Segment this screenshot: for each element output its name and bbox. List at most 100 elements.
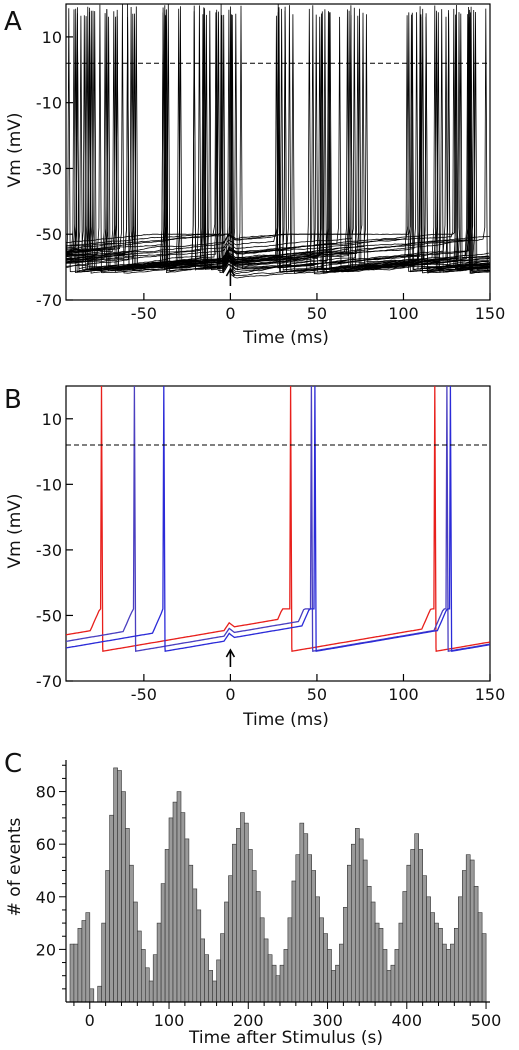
panel-c-bar bbox=[220, 933, 225, 1003]
panel-b-xtick-label: 50 bbox=[307, 685, 327, 704]
panel-c-bars bbox=[69, 767, 487, 1003]
panel-c-bar bbox=[168, 817, 174, 1003]
panel-c-bar bbox=[156, 922, 162, 1003]
panel-a-trace bbox=[66, 7, 490, 274]
panel-c-bar bbox=[457, 896, 463, 1003]
panel-c-ytick-label: 40 bbox=[36, 888, 56, 907]
panel-c-xtick-label: 300 bbox=[312, 1011, 343, 1030]
panel-a-trace bbox=[66, 8, 490, 270]
panel-c-bar bbox=[77, 927, 83, 1003]
panel-c-bar bbox=[184, 838, 190, 1003]
panel-a-xtick-label: 100 bbox=[388, 304, 419, 323]
panel-c-bar bbox=[453, 927, 459, 1003]
panel-c-bar bbox=[129, 864, 134, 1003]
panel-c-bar bbox=[319, 917, 324, 1003]
panel-c-bar bbox=[109, 814, 114, 1003]
panel-b-ytick-label: -30 bbox=[36, 541, 62, 560]
panel-c-bar bbox=[81, 920, 87, 1003]
panel-c-bar bbox=[469, 859, 475, 1003]
panel-c-bar bbox=[125, 828, 130, 1003]
panel-c-bar bbox=[232, 843, 237, 1003]
panel-b-ylabel: Vm (mV) bbox=[5, 493, 25, 568]
panel-c-bar bbox=[386, 970, 392, 1003]
panel-c-ytick-label: 20 bbox=[36, 940, 56, 959]
panel-c-bar bbox=[426, 896, 431, 1003]
panel-a-xlabel: Time (ms) bbox=[242, 328, 329, 348]
panel-c-bar bbox=[240, 812, 245, 1003]
panel-c-bar bbox=[343, 906, 348, 1003]
panel-c-bar bbox=[422, 875, 427, 1003]
panel-a-ytick-label: 10 bbox=[42, 28, 62, 47]
panel-c-bar bbox=[141, 949, 146, 1003]
panel-c-bar bbox=[121, 791, 126, 1003]
panel-c-bar bbox=[133, 901, 138, 1003]
panel-c-bar bbox=[275, 975, 281, 1003]
panel-letter-b: B bbox=[4, 385, 22, 415]
panel-b-ytick-label: 10 bbox=[42, 410, 62, 429]
panel-a-xtick-label: 150 bbox=[475, 304, 506, 323]
panel-c-bar bbox=[465, 854, 471, 1003]
panel-c-bar bbox=[267, 954, 273, 1003]
panel-b-ytick-label: -50 bbox=[36, 606, 62, 625]
panel-c-bar bbox=[291, 880, 297, 1003]
panel-c-plot: 0 100 200 300 400 500 20 40 60 80 bbox=[36, 760, 501, 1030]
panel-c-bar bbox=[339, 943, 344, 1003]
panel-c-bar bbox=[172, 801, 178, 1003]
panel-b-xtick-label: 0 bbox=[225, 685, 235, 704]
panel-c-chart: 0 100 200 300 400 500 20 40 60 80 Time after Stim… bbox=[5, 760, 501, 1048]
panel-c-bar bbox=[212, 980, 217, 1003]
panel-b-ytick-label: -70 bbox=[36, 672, 62, 691]
panel-c-bar bbox=[350, 843, 356, 1003]
panel-c-bar bbox=[323, 933, 328, 1003]
panel-letter-c: C bbox=[4, 749, 22, 779]
panel-c-bar bbox=[271, 964, 277, 1003]
panel-c-bar bbox=[164, 849, 170, 1003]
panel-c-bar bbox=[311, 870, 317, 1003]
panel-c-bar bbox=[362, 859, 368, 1003]
panel-a-trace bbox=[66, 9, 490, 273]
panel-c-bar bbox=[137, 930, 142, 1003]
panel-c-bar bbox=[204, 954, 209, 1003]
panel-a-frame bbox=[65, 3, 491, 301]
panel-b-xtick-label: 150 bbox=[475, 685, 506, 704]
panel-c-bar bbox=[382, 949, 388, 1003]
panel-c-bar bbox=[105, 870, 110, 1003]
panel-c-ylabel: # of events bbox=[5, 818, 25, 917]
panel-c-bar bbox=[251, 870, 257, 1003]
panel-c-ytick-label: 80 bbox=[36, 783, 56, 802]
panel-c-bar bbox=[236, 828, 241, 1003]
panel-c-bar bbox=[434, 922, 439, 1003]
panel-c-bar bbox=[331, 970, 336, 1003]
panel-a-plot: -50 0 50 100 150 10 -10 -30 -50 -70 bbox=[36, 3, 506, 323]
panel-c-bar bbox=[113, 767, 118, 1003]
panel-c-bar bbox=[248, 849, 253, 1003]
panel-c-bar bbox=[327, 949, 332, 1003]
panel-c-bar bbox=[69, 943, 75, 1003]
panel-b-stimulus-arrow bbox=[225, 648, 236, 667]
panel-b-frame bbox=[65, 385, 491, 682]
panel-c-bar bbox=[255, 891, 261, 1003]
panel-c-bar bbox=[307, 854, 313, 1003]
panel-c-bar bbox=[73, 943, 79, 1003]
panel-c-bar bbox=[216, 959, 221, 1003]
panel-c-bar bbox=[315, 896, 320, 1003]
panel-a-xtick-label: -50 bbox=[131, 304, 157, 323]
panel-c-bar bbox=[438, 927, 443, 1003]
panel-c-bar bbox=[303, 833, 309, 1003]
panel-c-bar bbox=[450, 943, 455, 1003]
panel-c-bar bbox=[410, 849, 416, 1003]
panel-a-traces bbox=[66, 4, 490, 279]
panel-c-bar bbox=[196, 909, 202, 1003]
panel-c-bar bbox=[295, 854, 301, 1003]
panel-c-bar bbox=[283, 949, 289, 1003]
panel-c-bar bbox=[406, 864, 412, 1003]
panel-c-bar bbox=[244, 822, 249, 1003]
panel-c-bar bbox=[176, 791, 182, 1003]
panel-c-bar bbox=[180, 812, 186, 1003]
panel-c-bar bbox=[394, 949, 400, 1003]
panel-c-bar bbox=[414, 833, 420, 1003]
panel-c-bar bbox=[398, 922, 404, 1003]
panel-c-bar bbox=[402, 891, 408, 1003]
panel-a-trace bbox=[66, 4, 490, 273]
